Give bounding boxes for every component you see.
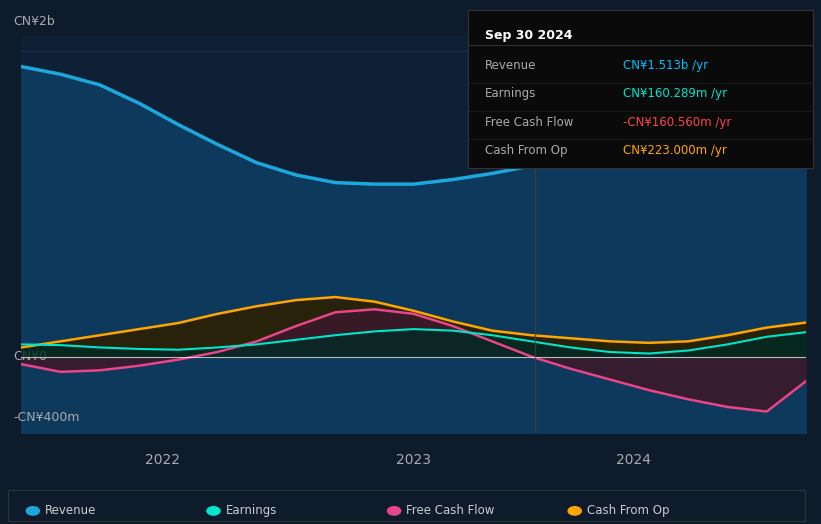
Text: Free Cash Flow: Free Cash Flow <box>485 116 574 128</box>
Text: Earnings: Earnings <box>226 505 277 517</box>
Text: 2022: 2022 <box>145 453 180 467</box>
Text: CN¥160.289m /yr: CN¥160.289m /yr <box>623 88 727 100</box>
Text: 2023: 2023 <box>397 453 431 467</box>
Text: Revenue: Revenue <box>45 505 97 517</box>
Text: Revenue: Revenue <box>485 59 537 72</box>
Text: -CN¥160.560m /yr: -CN¥160.560m /yr <box>623 116 732 128</box>
Text: 2024: 2024 <box>616 453 651 467</box>
Text: -CN¥400m: -CN¥400m <box>13 411 80 424</box>
Text: CN¥0: CN¥0 <box>13 350 48 363</box>
Text: Sep 30 2024: Sep 30 2024 <box>485 29 573 42</box>
Text: CN¥2b: CN¥2b <box>13 15 55 28</box>
Text: CN¥223.000m /yr: CN¥223.000m /yr <box>623 144 727 157</box>
Text: Cash From Op: Cash From Op <box>485 144 567 157</box>
Text: Past: Past <box>764 48 791 61</box>
Text: Cash From Op: Cash From Op <box>587 505 669 517</box>
Text: Free Cash Flow: Free Cash Flow <box>406 505 495 517</box>
Text: Earnings: Earnings <box>485 88 537 100</box>
Text: CN¥1.513b /yr: CN¥1.513b /yr <box>623 59 709 72</box>
